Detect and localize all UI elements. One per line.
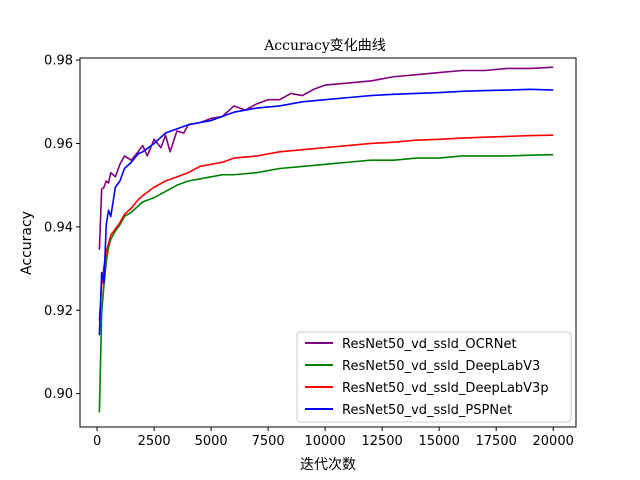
x-tick-label: 10000 bbox=[304, 434, 345, 449]
x-tick-label: 20000 bbox=[533, 434, 574, 449]
y-tick-label: 0.98 bbox=[44, 54, 73, 69]
x-tick-label: 2500 bbox=[138, 434, 171, 449]
series-line-0 bbox=[98, 66, 554, 250]
x-tick-label: 12500 bbox=[361, 434, 402, 449]
y-tick-label: 0.92 bbox=[44, 304, 73, 319]
series-line-1 bbox=[98, 153, 554, 413]
legend-label: ResNet50_vd_ssld_DeepLabV3 bbox=[342, 359, 540, 374]
y-tick-label: 0.90 bbox=[44, 387, 73, 402]
x-axis-label: 迭代次数 bbox=[300, 457, 356, 473]
legend: ResNet50_vd_ssld_OCRNet ResNet50_vd_ssld_… bbox=[296, 331, 572, 423]
series-line-2 bbox=[98, 134, 554, 321]
series-lines bbox=[98, 66, 554, 413]
x-tick-label: 15000 bbox=[418, 434, 459, 449]
series-line-3 bbox=[98, 88, 554, 336]
legend-label: ResNet50_vd_ssld_DeepLabV3p bbox=[342, 381, 549, 396]
x-tick-label: 7500 bbox=[252, 434, 285, 449]
y-axis-ticks: 0.90 0.92 0.94 0.96 0.98 bbox=[44, 54, 80, 402]
y-tick-label: 0.96 bbox=[44, 137, 73, 152]
x-axis-ticks: 0 2500 5000 7500 10000 12500 15000 17500 20000 bbox=[93, 427, 574, 449]
y-tick-label: 0.94 bbox=[44, 220, 73, 235]
chart-title: Accuracy变化曲线 bbox=[263, 38, 386, 54]
axes-frame bbox=[79, 57, 577, 428]
legend-label: ResNet50_vd_ssld_OCRNet bbox=[342, 337, 517, 352]
x-tick-label: 0 bbox=[93, 434, 101, 449]
legend-box bbox=[296, 331, 572, 423]
y-axis-label: Accuracy bbox=[19, 211, 35, 275]
x-tick-label: 17500 bbox=[476, 434, 517, 449]
legend-label: ResNet50_vd_ssld_PSPNet bbox=[342, 403, 512, 418]
x-tick-label: 5000 bbox=[195, 434, 228, 449]
